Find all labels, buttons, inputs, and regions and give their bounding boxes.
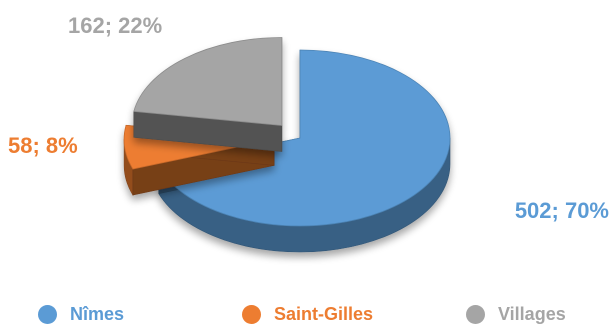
legend-item-saint-gilles: Saint-Gilles [242, 301, 373, 327]
legend-marker-villages [466, 304, 485, 324]
pie-slice-villages [133, 37, 283, 152]
data-label-villages: 162; 22% [68, 13, 162, 38]
legend-marker-nimes [38, 304, 57, 324]
pie-slice-top-nimes [158, 49, 451, 227]
data-label-nimes: 502; 70% [515, 198, 609, 223]
legend-label-villages: Villages [498, 303, 566, 324]
legend-label-nimes: Nîmes [70, 303, 125, 324]
legend-item-nimes: Nîmes [38, 301, 124, 327]
legend-label-saint-gilles: Saint-Gilles [274, 303, 374, 324]
data-label-saint-gilles: 58; 8% [8, 133, 78, 158]
legend-item-villages: Villages [466, 301, 566, 327]
legend-marker-saint-gilles [242, 304, 261, 324]
pie-chart-svg: 502; 70% 58; 8% 162; 22% [8, 13, 609, 253]
pie-slice-top-villages [133, 37, 283, 126]
chart-legend: Nîmes Saint-Gilles Villages [0, 301, 616, 327]
